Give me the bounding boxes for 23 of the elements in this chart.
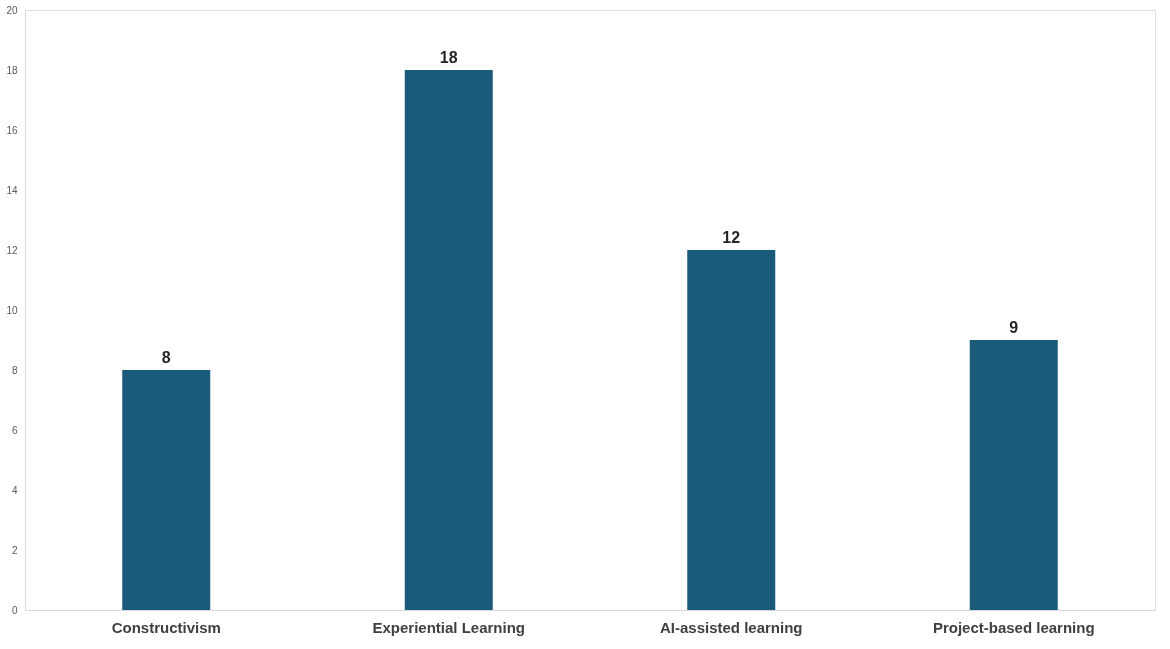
- y-tick-label: 12: [6, 244, 18, 256]
- x-tick-label: Constructivism: [111, 618, 221, 636]
- y-tick-label: 20: [6, 4, 18, 16]
- bar: [687, 250, 776, 610]
- y-tick-label: 10: [6, 304, 18, 316]
- bar: [122, 370, 211, 610]
- y-tick-label: 14: [6, 184, 18, 196]
- y-tick-label: 6: [11, 424, 18, 436]
- y-tick-label: 8: [11, 364, 18, 376]
- y-tick-label: 0: [11, 604, 18, 616]
- data-label: 8: [161, 349, 171, 366]
- x-tick-label: AI-assisted learning: [659, 618, 803, 636]
- bar: [404, 70, 493, 610]
- x-tick-label: Project-based learning: [932, 618, 1095, 636]
- x-tick-label: Experiential Learning: [372, 618, 526, 636]
- y-tick-label: 16: [6, 124, 18, 136]
- y-tick-label: 18: [6, 64, 18, 76]
- bar: [969, 340, 1058, 610]
- y-tick-label: 2: [11, 544, 18, 556]
- data-label: 12: [722, 229, 741, 246]
- y-tick-label: 4: [11, 484, 18, 496]
- data-label: 9: [1009, 319, 1019, 336]
- data-label: 18: [439, 49, 458, 66]
